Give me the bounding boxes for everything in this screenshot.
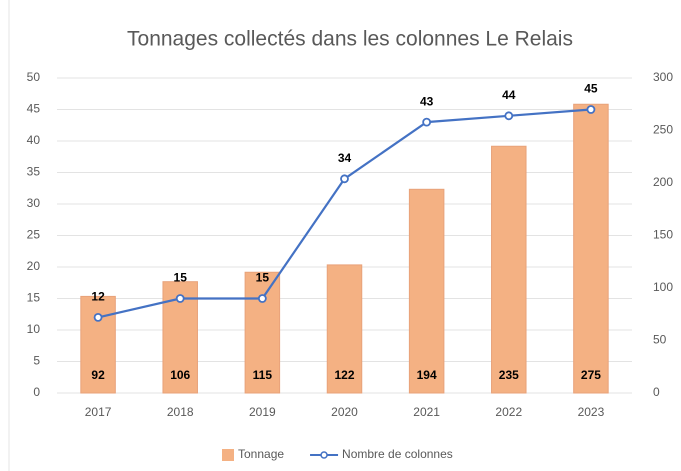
y-tick-label: 20 [27, 259, 41, 273]
bar [573, 103, 609, 394]
x-tick-label: 2020 [331, 405, 358, 419]
y-tick-label: 15 [27, 291, 41, 305]
line-point [257, 294, 267, 303]
legend-swatch-point [320, 451, 328, 459]
line-value-label: 34 [338, 151, 352, 165]
y2-tick-label: 200 [653, 175, 673, 189]
bar-value-label: 275 [581, 368, 601, 382]
line-value-label: 15 [174, 271, 188, 285]
line-value-label: 12 [91, 290, 105, 304]
y2-tick-label: 250 [653, 123, 673, 137]
y-tick-label: 35 [27, 165, 41, 179]
bar-value-label: 92 [91, 368, 105, 382]
line-value-label: 43 [420, 94, 434, 108]
y-tick-label: 5 [33, 354, 40, 368]
x-tick-label: 2018 [167, 405, 194, 419]
y-tick-label: 45 [27, 102, 41, 116]
bar [326, 264, 363, 394]
legend-swatch [222, 449, 234, 461]
x-tick-label: 2019 [249, 405, 276, 419]
line-point [175, 294, 185, 303]
x-tick-label: 2023 [578, 405, 605, 419]
bar [408, 188, 445, 394]
x-tick-label: 2017 [85, 405, 112, 419]
y-tick-label: 30 [27, 196, 41, 210]
y2-tick-label: 100 [653, 280, 673, 294]
line-value-label: 44 [502, 88, 516, 102]
y2-tick-label: 0 [653, 385, 660, 399]
legend-label: Tonnage [238, 447, 284, 461]
line-point [422, 117, 432, 127]
y-tick-label: 10 [27, 322, 41, 336]
y-tick-label: 25 [27, 228, 41, 242]
line-point [586, 105, 596, 114]
line-point [93, 312, 103, 322]
line-point [340, 174, 349, 184]
bar [80, 295, 116, 394]
y2-tick-label: 50 [653, 333, 667, 347]
y-tick-label: 0 [33, 385, 40, 399]
line-value-label: 15 [256, 271, 270, 285]
bar-value-label: 115 [253, 368, 273, 382]
y-tick-label: 40 [27, 133, 41, 147]
bar-value-label: 235 [499, 368, 519, 382]
x-tick-label: 2021 [413, 405, 440, 419]
line-point [504, 111, 514, 121]
x-tick-label: 2022 [495, 405, 522, 419]
y2-tick-label: 300 [653, 70, 673, 84]
y2-tick-label: 150 [653, 228, 673, 242]
y-tick-label: 50 [27, 70, 41, 84]
bar [491, 145, 527, 394]
legend-label: Nombre de colonnes [342, 447, 453, 461]
bar-value-label: 106 [170, 368, 190, 382]
bar-value-label: 122 [334, 368, 354, 382]
bar [244, 271, 281, 394]
bar-value-label: 194 [417, 368, 437, 382]
line-value-label: 45 [584, 82, 598, 96]
chart-title: Tonnages collectés dans les colonnes Le … [127, 28, 573, 51]
